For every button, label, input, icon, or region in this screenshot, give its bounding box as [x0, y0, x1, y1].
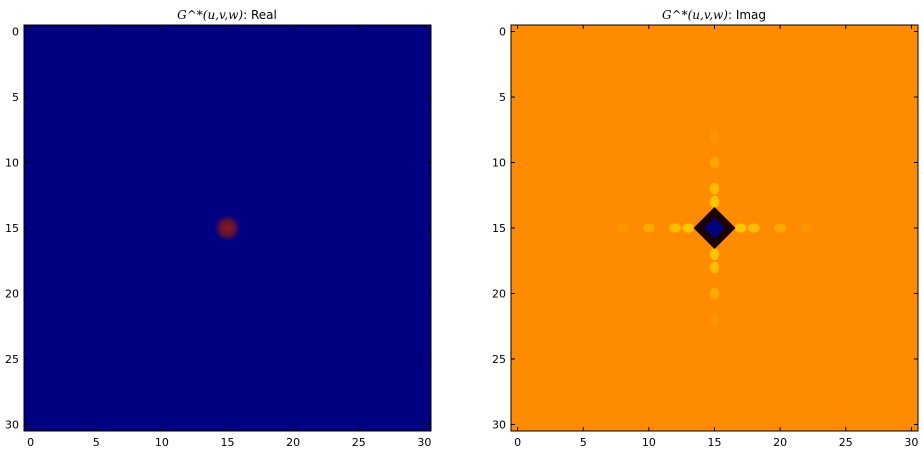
x-tick-label: 30 — [904, 436, 918, 449]
ripple-mark — [709, 248, 720, 261]
ripple-mark — [747, 223, 760, 233]
y-axis-real: 0 5 10 15 20 25 30 — [5, 26, 431, 431]
x-tick-label: 15 — [221, 436, 235, 449]
ripple-mark — [709, 130, 720, 143]
y-tick-label: 10 — [492, 157, 506, 170]
ripple-mark — [669, 223, 682, 233]
y-tick-label: 15 — [5, 222, 19, 235]
y-tick-label: 15 — [492, 222, 506, 235]
ripple-mark — [774, 223, 787, 233]
ripple-mark — [682, 223, 695, 233]
heatmap-real-panel: G^*(u,v,w): Real 0 5 10 15 20 25 30 0 5 10 15 20 25… — [5, 8, 432, 449]
y-axis-imag: 0 5 10 15 20 25 30 — [492, 26, 918, 431]
x-tick-label: 25 — [839, 436, 853, 449]
x-tick-label: 5 — [93, 436, 100, 449]
center-spot — [214, 214, 241, 242]
x-tick-label: 0 — [27, 436, 34, 449]
y-tick-label: 10 — [5, 157, 19, 170]
y-tick-label: 30 — [492, 418, 506, 431]
x-tick-label: 0 — [514, 436, 521, 449]
x-axis-imag: 0 5 10 15 20 25 30 — [514, 25, 918, 449]
title-real: G^*(u,v,w): Real — [177, 8, 277, 22]
y-tick-label: 20 — [492, 287, 506, 300]
y-tick-label: 30 — [5, 418, 19, 431]
x-tick-label: 10 — [642, 436, 656, 449]
ripple-mark — [616, 223, 629, 233]
x-tick-label: 30 — [417, 436, 431, 449]
ripple-mark — [709, 261, 720, 274]
x-tick-label: 20 — [773, 436, 787, 449]
y-tick-label: 5 — [12, 91, 19, 104]
ripple-mark — [734, 223, 747, 233]
y-tick-label: 25 — [492, 353, 506, 366]
y-tick-label: 20 — [5, 287, 19, 300]
title-math-real: G^*(u,v,w) — [177, 8, 243, 22]
x-tick-label: 5 — [580, 436, 587, 449]
title-math-imag: G^*(u,v,w) — [662, 8, 728, 22]
title-suffix-imag: : Imag — [728, 8, 766, 22]
y-tick-label: 0 — [12, 26, 19, 39]
y-tick-label: 25 — [5, 353, 19, 366]
x-tick-label: 25 — [352, 436, 366, 449]
x-axis-real: 0 5 10 15 20 25 30 — [27, 25, 431, 449]
ripple-mark — [709, 182, 720, 195]
x-tick-label: 20 — [286, 436, 300, 449]
heatmap-image-imag — [511, 25, 918, 431]
cross-core — [703, 217, 726, 239]
ripple-mark — [642, 223, 655, 233]
title-suffix-real: : Real — [243, 8, 277, 22]
heatmap-image-real — [24, 25, 431, 431]
x-tick-label: 15 — [708, 436, 722, 449]
title-imag: G^*(u,v,w): Imag — [662, 8, 766, 22]
y-tick-label: 0 — [499, 26, 506, 39]
ripple-mark — [709, 313, 720, 326]
ripple-mark — [800, 223, 813, 233]
ripple-mark — [709, 156, 720, 169]
y-tick-label: 5 — [499, 91, 506, 104]
x-tick-label: 10 — [155, 436, 169, 449]
ripple-mark — [709, 287, 720, 300]
ripple-mark — [709, 195, 720, 208]
